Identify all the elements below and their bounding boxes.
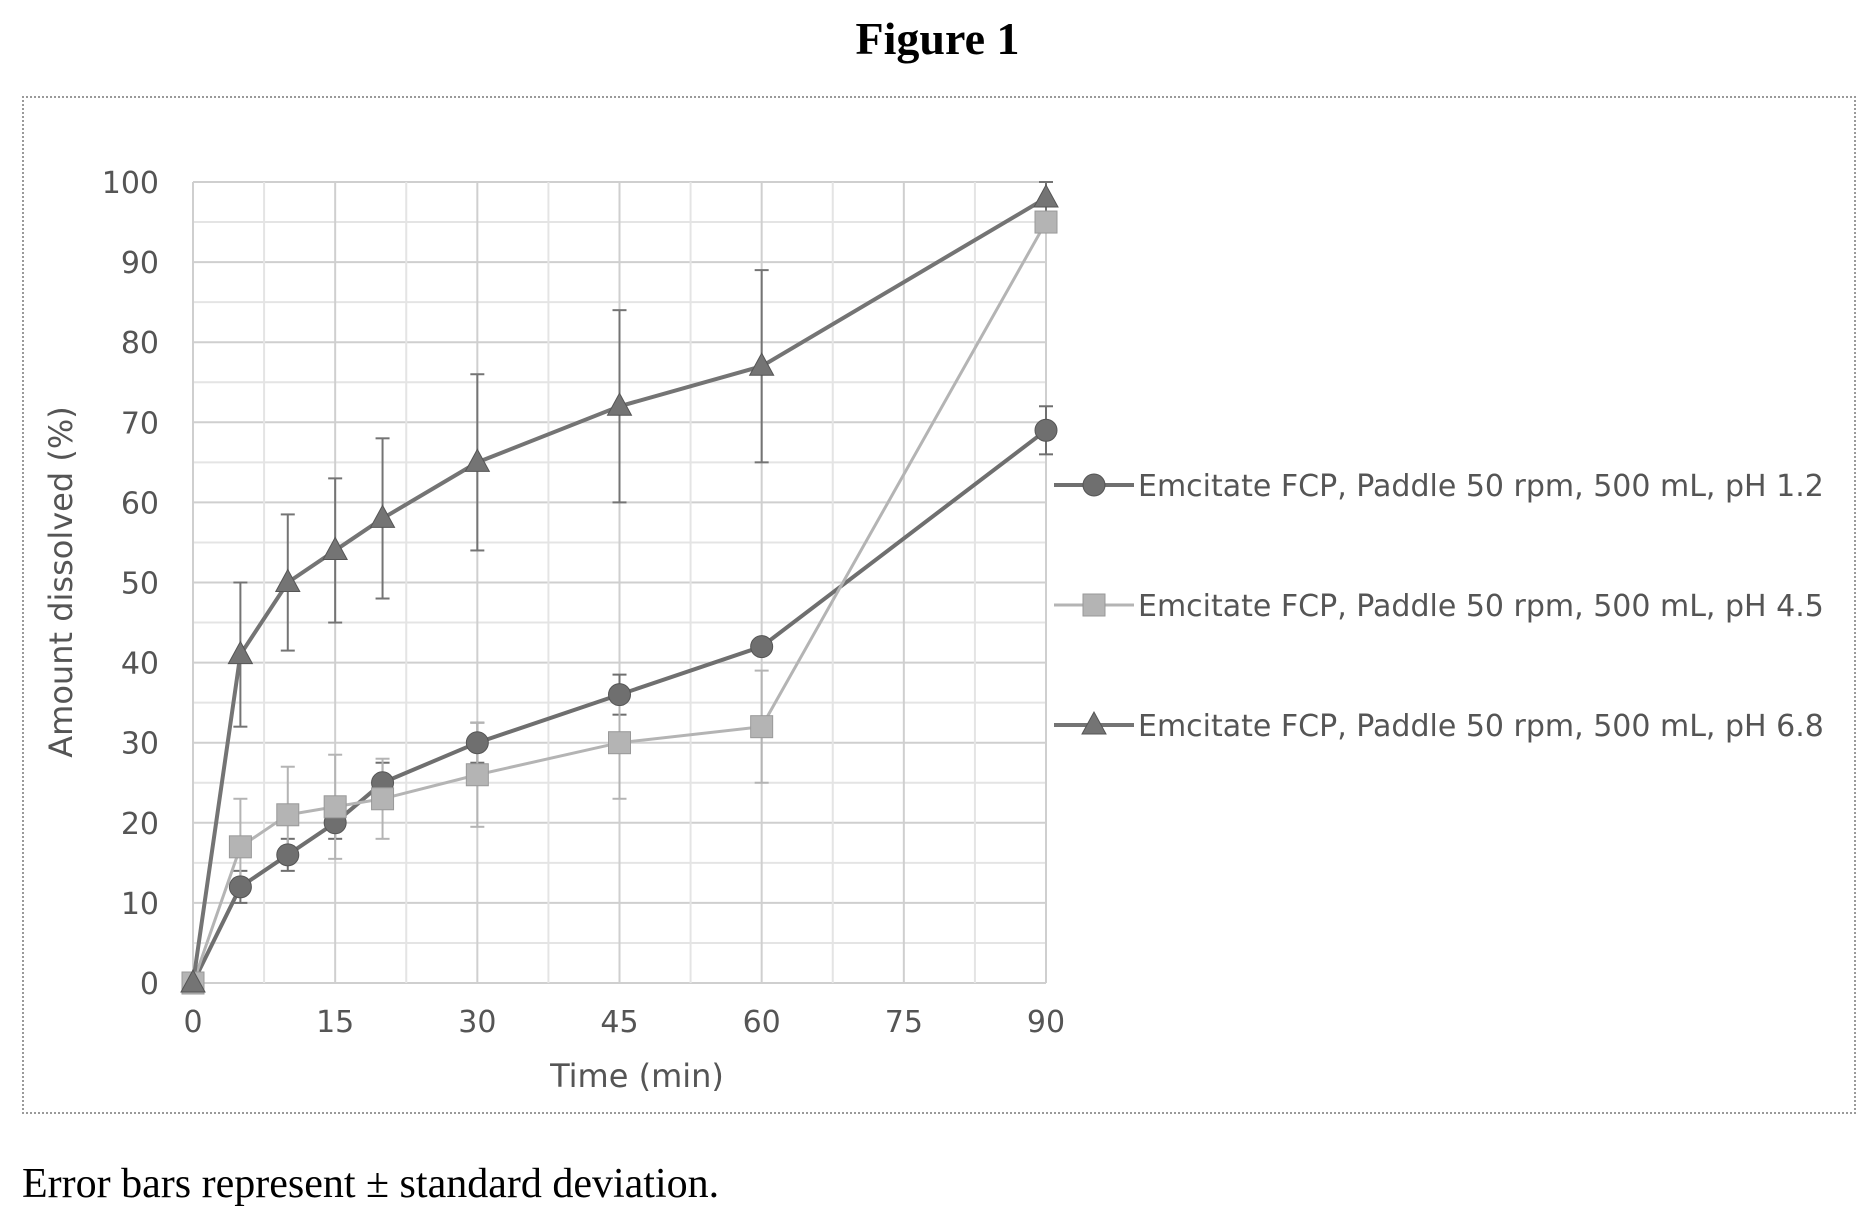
figure-title: Figure 1 [855,13,1020,64]
data-point-square [1082,593,1106,617]
x-tick-label: 15 [316,1005,354,1040]
y-tick-label: 40 [121,647,159,682]
data-point-triangle [322,536,349,560]
y-tick-label: 70 [121,406,159,441]
data-point-triangle [606,392,633,416]
y-tick-label: 100 [102,166,159,201]
data-point-square [465,763,489,787]
data-point-square [608,731,631,755]
data-point-square [1034,210,1058,234]
y-tick-label: 20 [121,807,159,842]
data-point-circle [276,843,300,867]
x-axis-ticks: 0 15 30 45 60 75 90 [183,1005,1065,1040]
y-tick-label: 30 [121,727,159,762]
data-point-triangle [180,968,206,993]
x-axis-label: Time (min) [549,1057,724,1095]
y-tick-label: 80 [121,326,159,361]
data-point-triangle [464,448,491,472]
data-point-triangle [1033,183,1059,208]
caption: Error bars represent ± standard deviatio… [22,1161,720,1207]
data-point-triangle [274,568,301,592]
data-point-square [371,787,395,811]
data-point-circle [608,683,631,707]
data-point-square [750,715,774,739]
x-tick-label: 45 [600,1005,638,1040]
y-axis-ticks: 0 10 20 30 40 50 60 70 80 90 100 [102,166,159,1002]
data-point-triangle [1081,710,1107,735]
series-markers [180,183,1059,995]
data-point-circle [228,875,252,899]
x-tick-label: 30 [458,1005,496,1040]
legend-label: Emcitate FCP, Paddle 50 rpm, 500 mL, pH … [1138,709,1824,744]
y-tick-label: 90 [121,246,159,281]
y-tick-label: 0 [140,967,159,1002]
data-point-triangle [748,352,775,376]
grid [192,181,1047,984]
y-tick-label: 60 [121,486,159,521]
x-tick-label: 75 [885,1005,923,1040]
data-point-square [276,803,300,827]
y-axis-label: Amount dissolved (%) [42,406,80,757]
data-point-square [323,795,347,819]
y-tick-label: 10 [121,887,159,922]
y-tick-label: 50 [121,567,159,602]
data-point-circle [1034,418,1058,442]
data-point-triangle [369,504,396,528]
x-tick-label: 90 [1027,1005,1065,1040]
x-tick-label: 60 [743,1005,781,1040]
data-point-circle [465,731,489,755]
x-tick-label: 0 [183,1005,202,1040]
legend-label: Emcitate FCP, Paddle 50 rpm, 500 mL, pH … [1138,469,1824,504]
data-point-circle [1082,473,1106,497]
legend: Emcitate FCP, Paddle 50 rpm, 500 mL, pH … [1054,469,1824,744]
data-point-triangle [227,640,254,665]
legend-label: Emcitate FCP, Paddle 50 rpm, 500 mL, pH … [1138,589,1824,624]
chart-frame [22,96,1856,1114]
data-point-circle [750,635,774,659]
data-point-square [228,835,252,859]
